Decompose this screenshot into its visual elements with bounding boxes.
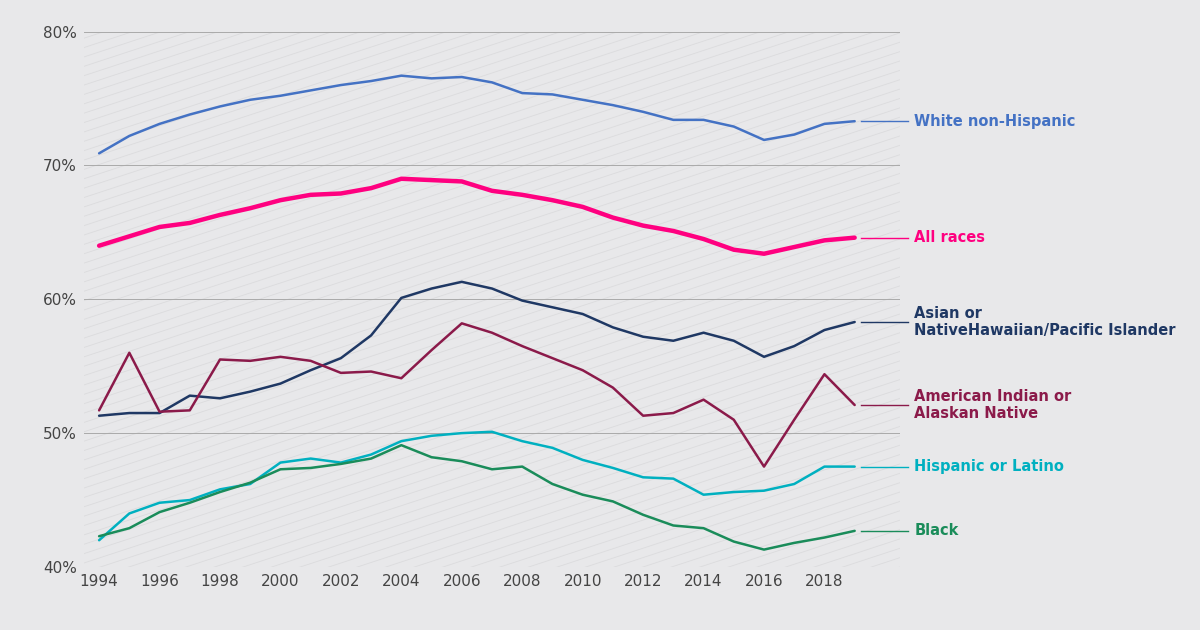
Text: White non-Hispanic: White non-Hispanic (914, 113, 1075, 129)
Text: All races: All races (914, 230, 985, 245)
Text: Hispanic or Latino: Hispanic or Latino (914, 459, 1064, 474)
Text: Black: Black (914, 524, 959, 539)
Text: Asian or
NativeHawaiian/Pacific Islander: Asian or NativeHawaiian/Pacific Islander (914, 306, 1176, 338)
Text: American Indian or
Alaskan Native: American Indian or Alaskan Native (914, 389, 1072, 421)
